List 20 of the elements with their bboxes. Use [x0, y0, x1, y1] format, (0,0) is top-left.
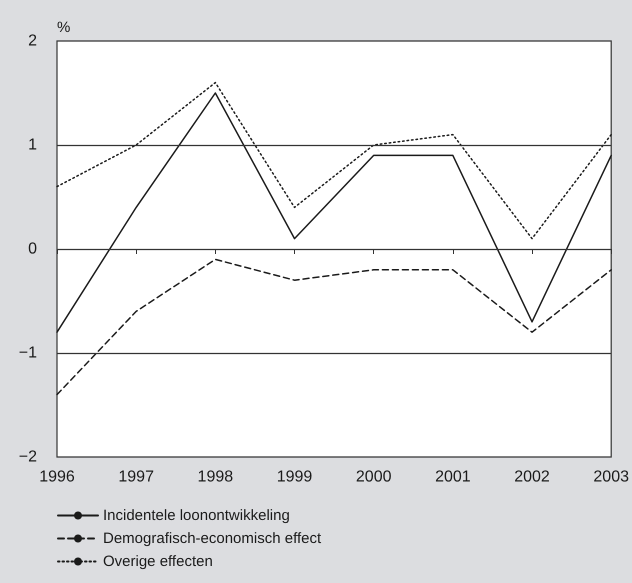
y-tick-label: 0	[28, 240, 38, 258]
legend-label: Incidentele loonontwikkeling	[103, 507, 290, 524]
y-tick-label: 1	[28, 136, 38, 154]
x-tick-label: 2000	[356, 468, 392, 486]
legend-label: Demografisch-economisch effect	[103, 530, 322, 547]
y-tick-label: 2	[28, 32, 38, 50]
y-tick-label: −1	[18, 344, 38, 362]
y-axis-title: %	[57, 19, 70, 36]
legend-label: Overige effecten	[103, 553, 213, 570]
line-series	[56, 82, 612, 240]
x-tick-label: 1996	[39, 468, 75, 486]
line-series	[56, 92, 612, 333]
y-tick-label: −2	[18, 448, 38, 466]
x-tick-label: 1999	[276, 468, 312, 486]
line-series	[56, 258, 612, 396]
x-tick-label: 1997	[118, 468, 154, 486]
x-tick-label: 1998	[198, 468, 234, 486]
x-tick-label: 2002	[514, 468, 550, 486]
x-tick-label: 2003	[593, 468, 630, 486]
x-tick-label: 2001	[435, 468, 471, 486]
